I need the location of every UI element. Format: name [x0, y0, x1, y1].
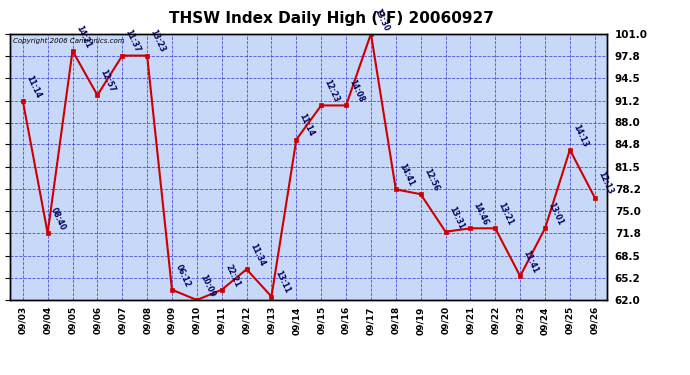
Text: 12:13: 12:13: [596, 171, 615, 196]
Text: 11:14: 11:14: [297, 112, 316, 138]
Text: 14:41: 14:41: [397, 162, 415, 188]
Text: 10:09: 10:09: [198, 273, 217, 298]
Text: 14:46: 14:46: [472, 201, 490, 227]
Text: 11:41: 11:41: [522, 249, 540, 275]
Text: 13:11: 13:11: [273, 270, 291, 295]
Text: 06:12: 06:12: [173, 263, 192, 288]
Text: 14:13: 14:13: [571, 123, 590, 148]
Text: 11:37: 11:37: [124, 28, 142, 54]
Text: 11:34: 11:34: [248, 242, 266, 268]
Text: 13:30: 13:30: [373, 7, 391, 32]
Text: 13:01: 13:01: [546, 201, 565, 227]
Text: 12:23: 12:23: [323, 78, 341, 104]
Text: Copyright 2006 Cantronics.com: Copyright 2006 Cantronics.com: [13, 38, 125, 44]
Text: 13:21: 13:21: [497, 201, 515, 227]
Text: 08:40: 08:40: [49, 206, 68, 232]
Text: 12:56: 12:56: [422, 167, 440, 193]
Text: 14:08: 14:08: [348, 78, 366, 104]
Text: 12:57: 12:57: [99, 68, 117, 94]
Text: 11:14: 11:14: [24, 74, 43, 99]
Text: 14:21: 14:21: [74, 24, 92, 50]
Text: 13:23: 13:23: [148, 28, 167, 54]
Text: 13:31: 13:31: [447, 205, 465, 230]
Text: 22:21: 22:21: [223, 263, 241, 288]
Text: THSW Index Daily High (°F) 20060927: THSW Index Daily High (°F) 20060927: [169, 11, 493, 26]
